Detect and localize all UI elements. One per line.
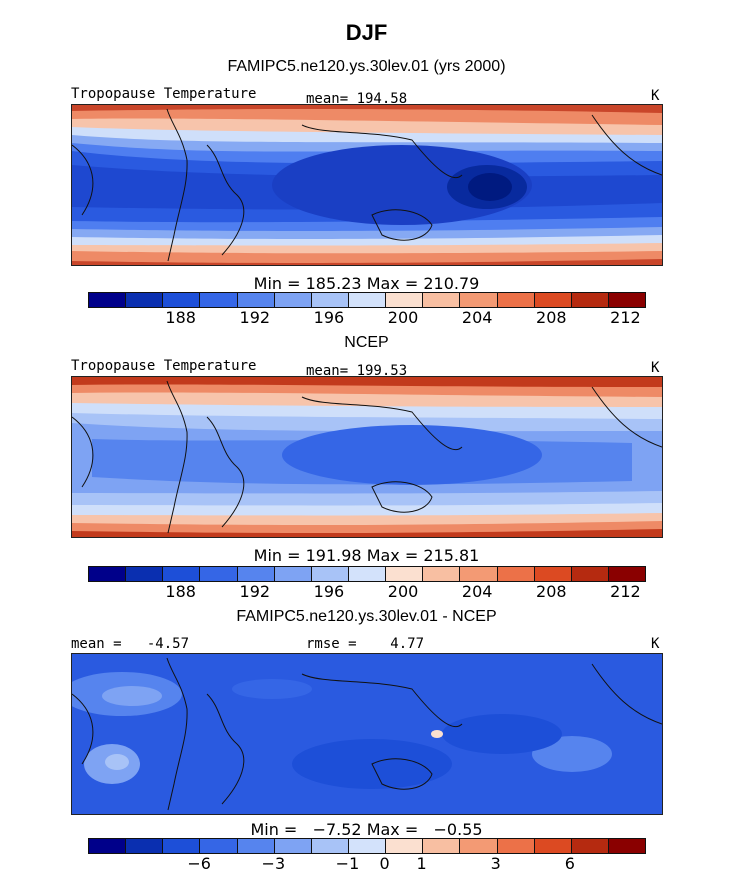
panel3-minmax: Min = −7.52 Max = −0.55	[250, 820, 483, 839]
panel3-colorbar-tick-label: −1	[335, 854, 360, 873]
panel2-field-label: Tropopause Temperature	[71, 358, 257, 374]
colorbar-swatch	[311, 567, 349, 581]
colorbar-swatch	[571, 293, 609, 307]
colorbar-swatch	[534, 839, 572, 853]
panel3-map	[71, 653, 663, 815]
panel1-mean-label: mean= 194.58	[306, 91, 408, 107]
colorbar-swatch	[386, 839, 424, 853]
panel2-colorbar-tick-label: 196	[313, 582, 345, 601]
colorbar-swatch	[348, 839, 387, 853]
panel1-colorbar-tick-label: 204	[461, 308, 493, 327]
colorbar-swatch	[89, 839, 127, 853]
colorbar-swatch	[423, 839, 461, 853]
colorbar-swatch	[460, 293, 498, 307]
colorbar-swatch	[497, 567, 535, 581]
panel3-colorbar-tick-label: −3	[261, 854, 286, 873]
colorbar-swatch	[163, 839, 201, 853]
panel2-colorbar-tick-label: 200	[387, 582, 419, 601]
panel3-colorbar-tick-label: 1	[416, 854, 427, 873]
panel2-colorbar-tick-label: 208	[536, 582, 567, 601]
colorbar-swatch	[274, 839, 312, 853]
colorbar-swatch	[311, 839, 349, 853]
colorbar-swatch	[497, 839, 535, 853]
panel1-colorbar	[88, 292, 646, 308]
colorbar-swatch	[89, 293, 127, 307]
colorbar-swatch	[386, 567, 424, 581]
colorbar-swatch	[348, 293, 387, 307]
panel3-units-label: K	[651, 636, 660, 652]
panel3-colorbar-tick-label: 3	[490, 854, 501, 873]
colorbar-swatch	[497, 293, 535, 307]
colorbar-swatch	[163, 567, 201, 581]
colorbar-swatch	[274, 567, 312, 581]
colorbar-swatch	[274, 293, 312, 307]
colorbar-swatch	[200, 839, 238, 853]
colorbar-swatch	[348, 567, 387, 581]
panel2-map	[71, 376, 663, 538]
panel2-colorbar-tick-label: 212	[610, 582, 641, 601]
panel2-heading: NCEP	[344, 334, 389, 351]
panel2-mean-label: mean= 199.53	[306, 363, 408, 379]
colorbar-swatch	[237, 567, 275, 581]
colorbar-swatch	[89, 567, 127, 581]
panel3-colorbar-tick-label: −6	[187, 854, 211, 873]
panel2-map-svg	[72, 377, 662, 537]
panel3-colorbar	[88, 838, 646, 854]
panel2-units-label: K	[651, 360, 660, 376]
panel2-colorbar-tick-label: 204	[461, 582, 493, 601]
colorbar-swatch	[460, 567, 498, 581]
model-subtitle: FAMIPC5.ne120.ys.30lev.01 (yrs 2000)	[227, 58, 506, 75]
colorbar-swatch	[608, 293, 646, 307]
panel1-map-svg	[72, 105, 662, 265]
panel3-colorbar-tick-label: 0	[379, 854, 390, 873]
colorbar-swatch	[200, 567, 238, 581]
panel3-heading: FAMIPC5.ne120.ys.30lev.01 - NCEP	[236, 608, 497, 625]
panel2-minmax: Min = 191.98 Max = 215.81	[253, 546, 480, 565]
panel3-colorbar-ticks: −6 −3 −1 0 1 3 6	[88, 854, 644, 874]
colorbar-swatch	[126, 293, 164, 307]
colorbar-swatch	[608, 839, 646, 853]
panel1-colorbar-ticks: 188 192 196 200 204 208 212	[88, 308, 644, 328]
panel2-colorbar-tick-label: 192	[239, 582, 271, 601]
panel1-minmax: Min = 185.23 Max = 210.79	[253, 274, 480, 293]
colorbar-swatch	[386, 293, 424, 307]
panel1-colorbar-tick-label: 188	[165, 308, 196, 327]
panel2-colorbar-ticks: 188 192 196 200 204 208 212	[88, 582, 644, 602]
panel1-colorbar-tick-label: 212	[610, 308, 641, 327]
colorbar-swatch	[571, 839, 609, 853]
colorbar-swatch	[163, 293, 201, 307]
figure-title: DJF	[345, 20, 388, 45]
colorbar-swatch	[460, 839, 498, 853]
colorbar-swatch	[311, 293, 349, 307]
panel3-mean-label: mean = -4.57	[71, 636, 190, 652]
colorbar-swatch	[423, 293, 461, 307]
panel1-colorbar-tick-label: 192	[239, 308, 271, 327]
colorbar-swatch	[126, 839, 164, 853]
colorbar-swatch	[534, 567, 572, 581]
panel3-rmse-label: rmse = 4.77	[306, 636, 425, 652]
colorbar-swatch	[126, 567, 164, 581]
panel2-colorbar-tick-label: 188	[165, 582, 196, 601]
panel1-field-label: Tropopause Temperature	[71, 86, 257, 102]
colorbar-swatch	[608, 567, 646, 581]
panel1-colorbar-tick-label: 208	[536, 308, 567, 327]
panel3-colorbar-tick-label: 6	[564, 854, 575, 873]
panel3-map-svg	[72, 654, 662, 814]
colorbar-swatch	[200, 293, 238, 307]
colorbar-swatch	[534, 293, 572, 307]
colorbar-swatch	[571, 567, 609, 581]
panel2-colorbar	[88, 566, 646, 582]
colorbar-swatch	[237, 839, 275, 853]
panel1-colorbar-tick-label: 200	[387, 308, 419, 327]
panel1-colorbar-tick-label: 196	[313, 308, 345, 327]
panel1-map	[71, 104, 663, 266]
colorbar-swatch	[423, 567, 461, 581]
panel1-units-label: K	[651, 88, 660, 104]
colorbar-swatch	[237, 293, 275, 307]
